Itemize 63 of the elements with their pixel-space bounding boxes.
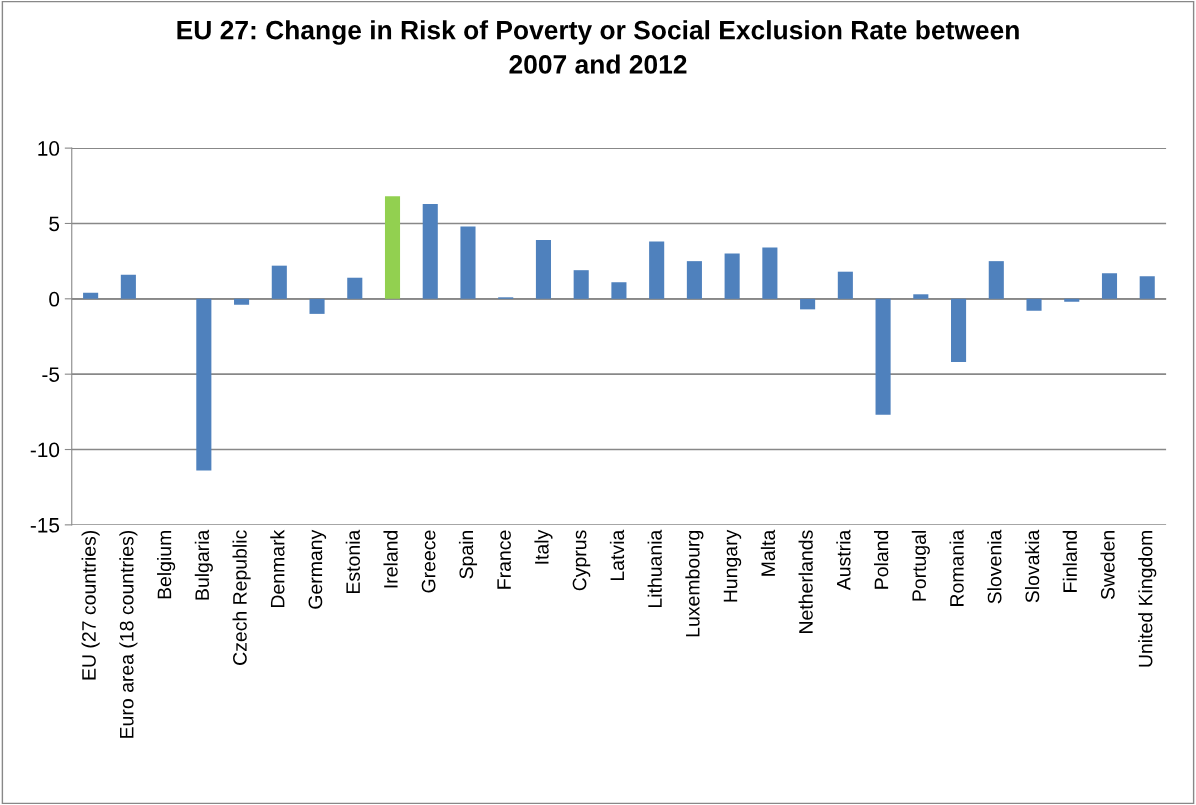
bar (384, 196, 401, 299)
x-tick-label: Luxembourg (685, 530, 704, 637)
bar (724, 253, 740, 299)
bar (951, 298, 967, 363)
bar (535, 240, 552, 299)
x-tick-label: France (497, 530, 511, 589)
x-tick-label: Estonia (345, 529, 360, 593)
y-tick-label: 10 (38, 141, 60, 156)
bar (1139, 276, 1155, 299)
y-tick-label: 5 (49, 216, 60, 232)
bar (1101, 273, 1118, 299)
x-tick-label: Italy (534, 529, 553, 564)
y-tick-label: -5 (42, 367, 60, 382)
x-tick-label: Slovenia (987, 529, 1002, 604)
x-tick-label: Poland (874, 530, 889, 589)
x-tick-label: Portugal (911, 531, 930, 601)
x-tick-label: Spain (458, 530, 478, 579)
x-tick-label: Hungary (723, 529, 742, 602)
x-tick-label: Malta (760, 529, 776, 576)
bar (837, 271, 853, 299)
x-tick-label: Romania (949, 529, 964, 606)
x-tick-label: Belgium (157, 531, 176, 599)
bar (234, 298, 250, 305)
y-tick-label: -10 (30, 442, 60, 458)
bar (800, 298, 816, 310)
chart-title: EU 27: Change in Risk of Poverty or Social Exclusion Rate between 2007 and 2012 (177, 20, 1019, 74)
x-tick-label: Finland (1062, 530, 1077, 592)
bar (347, 277, 363, 299)
x-tick-label: Netherlands (798, 530, 813, 633)
bar (196, 298, 212, 471)
x-tick-label: Sweden (1100, 530, 1115, 600)
bar (988, 261, 1004, 299)
bar (1026, 298, 1042, 311)
bar (120, 274, 136, 299)
bar (573, 270, 589, 299)
bar (913, 294, 929, 299)
x-tick-label: Czech Republic (232, 530, 251, 665)
bar (422, 203, 438, 299)
x-tick-label: Latvia (609, 529, 625, 581)
x-tick-label: Lithuania (647, 529, 662, 608)
bar (762, 247, 778, 299)
bar (686, 261, 702, 299)
bar (271, 265, 287, 299)
bar (611, 282, 627, 299)
y-tick-label: -15 (30, 518, 60, 533)
x-tick-label: Cyprus (572, 530, 591, 591)
x-tick-label: Bulgaria (194, 529, 213, 600)
x-tick-label: Germany (308, 529, 327, 609)
bar (649, 241, 665, 299)
x-tick-label: Denmark (270, 529, 285, 607)
y-tick-label: 0 (49, 291, 60, 307)
x-tick-label: Ireland (383, 530, 398, 588)
x-tick-label: United Kingdom (1138, 531, 1157, 667)
bar (83, 292, 99, 299)
x-tick-label: Austria (836, 529, 851, 591)
x-tick-label: Slovakia (1024, 529, 1040, 603)
x-tick-label: EU (27 countries) (81, 530, 100, 680)
bar (1064, 298, 1080, 302)
x-tick-label: Greece (421, 530, 436, 593)
x-tick-label: Euro area (18 countries) (119, 530, 138, 738)
bar (460, 226, 476, 299)
bar (875, 298, 891, 415)
bar (309, 298, 325, 314)
